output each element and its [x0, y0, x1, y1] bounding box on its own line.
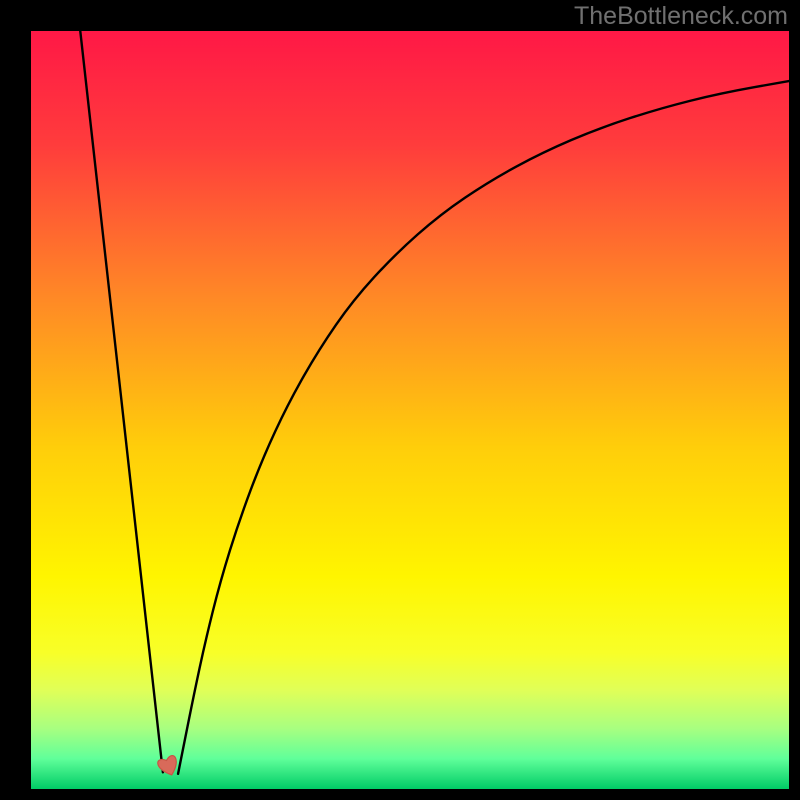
watermark-text: TheBottleneck.com — [574, 2, 788, 31]
plot-background-gradient — [31, 31, 789, 789]
bottleneck-chart — [0, 0, 800, 800]
figure-frame: TheBottleneck.com — [0, 0, 800, 800]
